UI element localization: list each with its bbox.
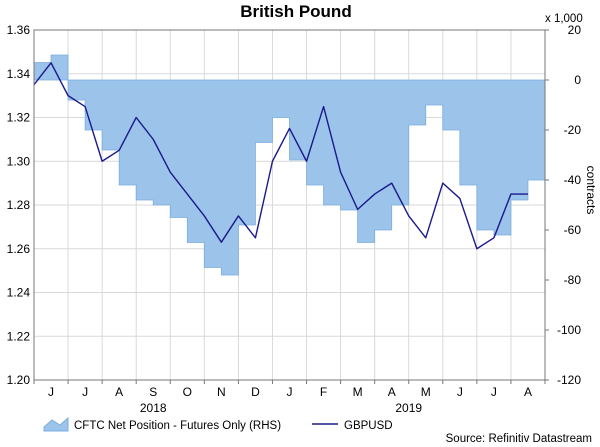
line-series-path [33,62,528,250]
x-tick-label-5: N [217,385,226,399]
line-series-layer [33,62,528,250]
year-label-0: 2018 [140,401,167,415]
source-note: Source: Refinitiv Datastream [446,433,592,445]
left-tick-label-6: 1.32 [7,111,31,125]
x-tick-label-14: A [524,385,532,399]
x-tick-label-9: M [353,385,363,399]
x-tick-label-0: J [48,385,54,399]
right-tick-label-2: -20 [564,123,582,137]
left-tick-label-1: 1.22 [7,329,31,343]
right-axis-label: contracts [584,166,598,215]
x-tick-label-7: J [287,385,293,399]
left-tick-label-7: 1.34 [7,67,31,81]
x-tick-label-1: J [82,385,88,399]
x-tick-label-10: A [388,385,396,399]
left-tick-label-4: 1.28 [7,198,31,212]
x-tick-label-4: O [183,385,192,399]
x-tick-label-13: J [491,385,497,399]
x-tick-label-12: J [457,385,463,399]
right-tick-label-0: 20 [568,23,582,37]
left-tick-label-0: 1.20 [7,373,31,387]
x-tick-label-6: D [251,385,260,399]
right-tick-label-1: 0 [574,73,581,87]
left-tick-label-2: 1.24 [7,286,31,300]
chart-title: British Pound [240,2,351,21]
right-tick-label-4: -60 [564,223,582,237]
x-tick-label-11: M [421,385,431,399]
left-tick-label-3: 1.26 [7,242,31,256]
left-axis: 1.20 1.22 1.24 1.26 1.28 1.30 1.32 1.34 1.36 [7,23,31,387]
x-tick-label-2: A [115,385,123,399]
legend-swatch-area [43,416,69,432]
right-tick-label-7: -120 [557,373,581,387]
right-tick-label-6: -100 [557,323,581,337]
x-tick-label-8: F [320,385,327,399]
right-tick-label-3: -40 [564,173,582,187]
legend-label-area: CFTC Net Position - Futures Only (RHS) [74,420,281,432]
left-tick-label-5: 1.30 [7,154,31,168]
left-tick-label-8: 1.36 [7,23,31,37]
legend-label-line: GBPUSD [344,420,393,432]
right-axis-unit-label: x 1,000 [545,13,583,25]
year-label-1: 2019 [395,401,422,415]
x-tick-label-3: S [149,385,157,399]
right-tick-label-5: -80 [564,273,582,287]
legend: CFTC Net Position - Futures Only (RHS) G… [43,416,393,432]
x-axis: J J A S O N D J F M A M J J A 2018 2019 [33,380,546,415]
right-axis: 20 0 -20 -40 -60 -80 -100 -120 [545,23,581,387]
area-series-layer [33,54,546,276]
area-series-path [33,54,546,276]
plot-frame [33,29,546,381]
